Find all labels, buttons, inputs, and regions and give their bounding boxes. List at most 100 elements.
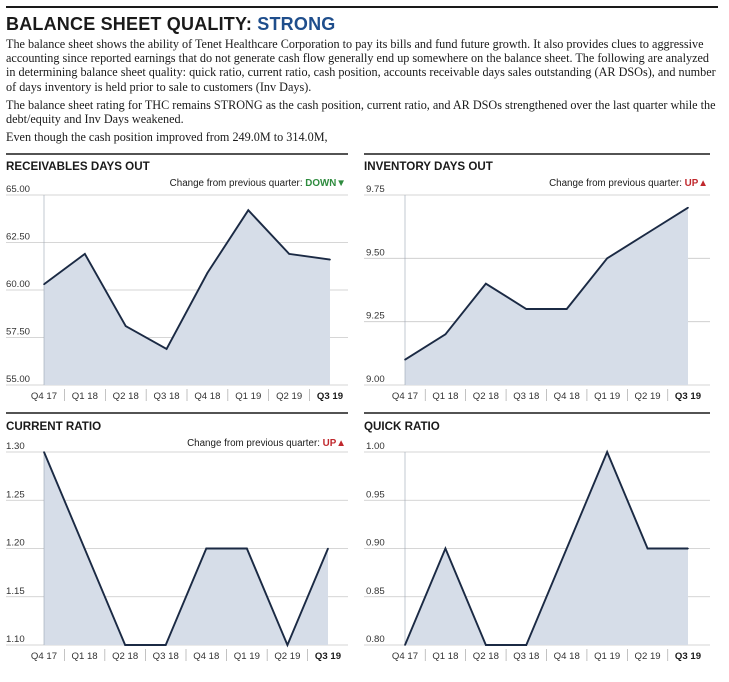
data-point <box>565 308 568 310</box>
x-tick-label: Q1 18 <box>432 651 458 662</box>
x-tick-label: Q4 18 <box>554 651 580 662</box>
data-point <box>247 209 250 211</box>
data-point <box>646 547 649 550</box>
chart-panel-2: INVENTORY DAYS OUT Change from previous q… <box>364 153 710 402</box>
y-tick-label: 1.25 <box>6 489 25 500</box>
data-point <box>687 206 689 209</box>
x-tick-label: Q2 19 <box>635 391 661 402</box>
data-point <box>606 257 608 260</box>
receivables-days-out-title: RECEIVABLES DAYS OUT <box>6 160 150 173</box>
data-point <box>404 358 406 361</box>
data-point <box>485 644 487 646</box>
x-tick-label: Q1 18 <box>72 651 98 662</box>
series-area <box>44 452 328 645</box>
y-tick-label: 9.25 <box>366 311 385 322</box>
series-line <box>404 449 688 646</box>
quick-ratio-title: QUICK RATIO <box>364 420 440 433</box>
data-point <box>525 308 528 310</box>
x-tick-label: Q1 19 <box>594 391 620 402</box>
x-tick-label: Q2 19 <box>276 391 302 402</box>
data-point <box>687 547 689 550</box>
title-main: BALANCE SHEET QUALITY: <box>6 14 258 34</box>
x-tick-label: Q2 19 <box>274 651 300 662</box>
data-point <box>124 644 126 646</box>
current-ratio-title: CURRENT RATIO <box>6 420 101 433</box>
page-title: BALANCE SHEET QUALITY: STRONG <box>6 14 718 34</box>
y-tick-label: 65.00 <box>6 184 30 195</box>
series-area <box>44 210 330 385</box>
data-point <box>565 547 568 550</box>
data-point <box>83 547 86 550</box>
series-line <box>43 208 331 351</box>
x-tick-label: Q3 18 <box>154 391 180 402</box>
x-tick-label: Q2 18 <box>473 651 499 662</box>
change-indicator: Change from previous quarter: DOWN▼ <box>170 178 346 189</box>
data-point <box>43 451 45 453</box>
up-arrow-icon: ▲ <box>336 438 346 449</box>
data-point <box>485 282 487 285</box>
x-tick-label: Q3 18 <box>513 391 539 402</box>
data-point <box>525 644 528 646</box>
y-tick-label: 9.75 <box>366 184 385 195</box>
change-indicator: Change from previous quarter: UP▲ <box>549 178 708 189</box>
x-tick-label: Q2 18 <box>113 391 139 402</box>
y-tick-label: 0.90 <box>366 538 385 549</box>
x-tick-label: Q2 19 <box>635 651 661 662</box>
data-point <box>404 644 406 646</box>
x-tick-label: Q4 18 <box>554 391 580 402</box>
y-tick-label: 1.10 <box>6 634 25 645</box>
x-tick-label: Q4 18 <box>193 651 219 662</box>
data-point <box>288 253 290 255</box>
x-tick-label: Q3 18 <box>513 651 539 662</box>
chart-panel-4: QUICK RATIO 1.00 0.95 0.90 0.85 0.80 Q4 17 Q1 1… <box>364 412 710 662</box>
header: BALANCE SHEET QUALITY: STRONG The balanc… <box>6 6 718 148</box>
x-tick-label: Q1 19 <box>234 651 260 662</box>
y-tick-label: 1.00 <box>366 441 385 452</box>
change-indicator: Change from previous quarter: UP▲ <box>187 438 346 449</box>
series-area <box>405 452 688 645</box>
rating-paragraph: The balance sheet rating for THC remains… <box>6 97 716 127</box>
x-tick-label: Q1 18 <box>72 391 98 402</box>
x-tick-label: Q1 18 <box>432 391 458 402</box>
data-point <box>205 547 208 550</box>
series-area <box>405 207 688 385</box>
change-value: UP <box>323 438 337 449</box>
down-arrow-icon: ▼ <box>336 178 346 189</box>
data-point <box>327 547 329 550</box>
x-tick-label: Q4 17 <box>392 391 418 402</box>
y-tick-label: 1.20 <box>6 538 25 549</box>
y-tick-label: 1.15 <box>6 586 25 597</box>
x-tick-label: Q2 18 <box>112 651 138 662</box>
y-tick-label: 9.50 <box>366 247 385 258</box>
chart-panel-1: RECEIVABLES DAYS OUT Change from previous… <box>6 153 348 402</box>
x-tick-label: Q4 17 <box>392 651 418 662</box>
series-line <box>404 206 689 361</box>
change-label: Change from previous quarter: <box>170 178 306 189</box>
x-tick-label: Q1 19 <box>594 651 620 662</box>
data-point <box>84 253 86 255</box>
y-tick-label: 57.50 <box>6 327 30 338</box>
y-tick-label: 60.00 <box>6 279 30 290</box>
x-tick-label: Q4 18 <box>194 391 220 402</box>
change-value: DOWN <box>305 178 336 189</box>
cash-paragraph: Even though the cash position improved f… <box>6 130 328 145</box>
inventory-days-out-title: INVENTORY DAYS OUT <box>364 160 493 173</box>
data-point <box>165 348 168 350</box>
y-tick-label: 0.85 <box>366 586 385 597</box>
change-label: Change from previous quarter: <box>187 438 323 449</box>
x-tick-label: Q3 19 <box>675 651 701 662</box>
data-point <box>444 333 447 336</box>
data-point <box>646 232 649 234</box>
change-value: UP <box>685 178 699 189</box>
x-tick-label: Q3 19 <box>317 391 343 402</box>
title-rating: STRONG <box>257 14 336 34</box>
y-tick-label: 0.80 <box>366 634 385 645</box>
data-point <box>43 283 45 286</box>
x-tick-label: Q3 19 <box>315 651 341 662</box>
intro-paragraph: The balance sheet shows the ability of T… <box>6 37 716 94</box>
x-tick-label: Q4 17 <box>31 391 57 402</box>
data-point <box>286 644 289 646</box>
change-label: Change from previous quarter: <box>549 178 685 189</box>
chart-panel-3: CURRENT RATIO Change from previous quarte… <box>6 412 348 662</box>
